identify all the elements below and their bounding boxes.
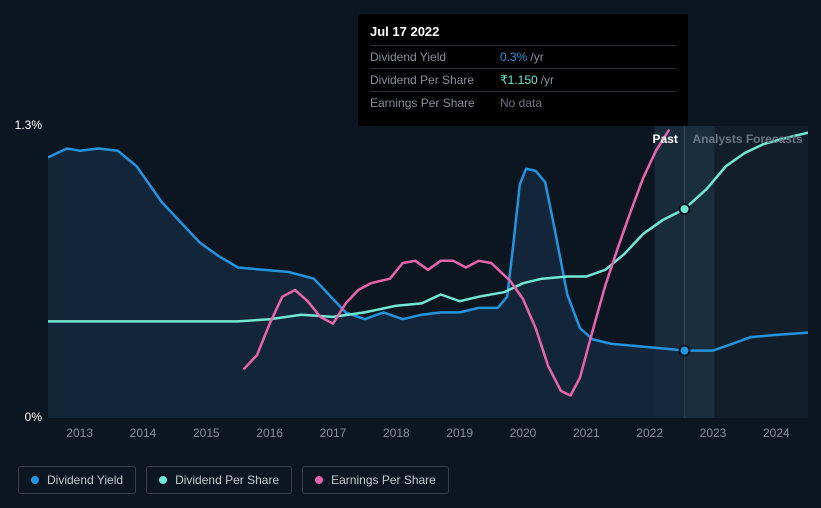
legend-label: Dividend Per Share <box>175 473 279 487</box>
tooltip-row: Earnings Per ShareNo data <box>370 91 676 114</box>
legend-dot-icon <box>159 476 167 484</box>
period-label-past: Past <box>653 132 678 146</box>
legend-label: Dividend Yield <box>47 473 123 487</box>
chart-tooltip: Jul 17 2022 Dividend Yield0.3%/yrDividen… <box>358 14 688 126</box>
x-tick-label: 2014 <box>130 426 157 440</box>
x-tick-label: 2021 <box>573 426 600 440</box>
tooltip-metric-value: No data <box>500 96 542 110</box>
legend-item-dividend-per-share[interactable]: Dividend Per Share <box>146 466 292 494</box>
y-tick-label: 0% <box>0 410 42 424</box>
chart-legend: Dividend Yield Dividend Per Share Earnings… <box>18 466 449 494</box>
dividend-chart: 1.3% 0% 2013 2014 2015 2016 2017 2018 2019 2020 2… <box>0 0 821 508</box>
legend-item-dividend-yield[interactable]: Dividend Yield <box>18 466 136 494</box>
legend-label: Earnings Per Share <box>331 473 436 487</box>
legend-dot-icon <box>315 476 323 484</box>
x-tick-label: 2015 <box>193 426 220 440</box>
x-tick-label: 2017 <box>320 426 347 440</box>
tooltip-metric-label: Dividend Per Share <box>370 73 500 87</box>
tooltip-date: Jul 17 2022 <box>370 24 676 39</box>
tooltip-row: Dividend Yield0.3%/yr <box>370 45 676 68</box>
tooltip-metric-value: 0.3%/yr <box>500 50 544 64</box>
tooltip-metric-label: Earnings Per Share <box>370 96 500 110</box>
legend-dot-icon <box>31 476 39 484</box>
x-tick-label: 2020 <box>510 426 537 440</box>
x-tick-label: 2022 <box>636 426 663 440</box>
x-tick-label: 2019 <box>446 426 473 440</box>
legend-item-earnings-per-share[interactable]: Earnings Per Share <box>302 466 449 494</box>
x-tick-label: 2024 <box>763 426 790 440</box>
x-tick-label: 2018 <box>383 426 410 440</box>
tooltip-metric-value: ₹1.150/yr <box>500 73 554 87</box>
x-tick-label: 2023 <box>700 426 727 440</box>
tooltip-row: Dividend Per Share₹1.150/yr <box>370 68 676 91</box>
tooltip-metric-label: Dividend Yield <box>370 50 500 64</box>
x-tick-label: 2016 <box>256 426 283 440</box>
x-tick-label: 2013 <box>66 426 93 440</box>
chart-plot-area[interactable] <box>48 126 808 418</box>
y-tick-label: 1.3% <box>0 118 42 132</box>
period-label-forecast: Analysts Forecasts <box>693 132 803 146</box>
